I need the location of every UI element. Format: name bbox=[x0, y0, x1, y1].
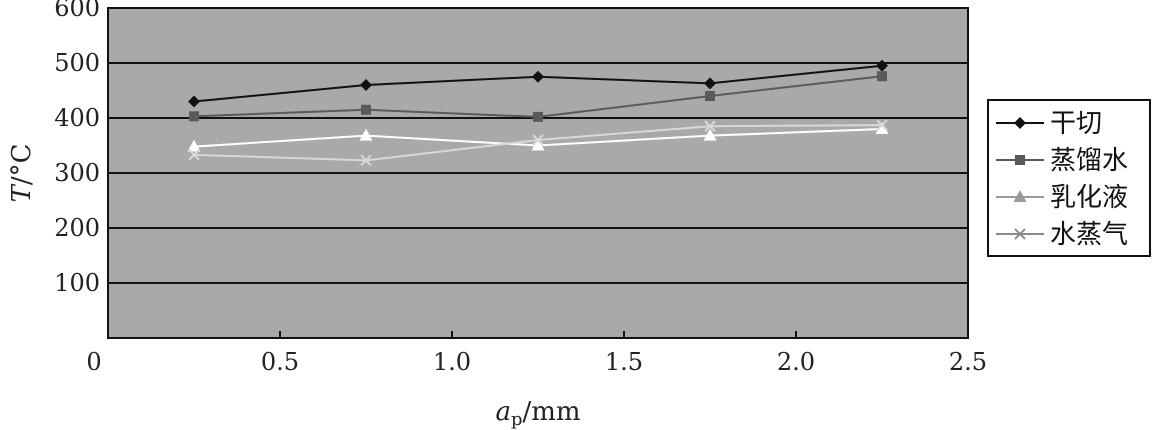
y-tick-label: 400 bbox=[54, 104, 100, 132]
legend-item: 蒸馏水 bbox=[996, 146, 1128, 176]
legend-swatch-marker bbox=[1014, 117, 1026, 129]
data-point bbox=[361, 104, 371, 115]
x-tick-label: 0.5 bbox=[261, 348, 299, 376]
data-point bbox=[876, 119, 888, 131]
data-point bbox=[533, 111, 543, 122]
x-tick-label: 1.0 bbox=[433, 348, 471, 376]
legend-item: 干切 bbox=[996, 109, 1102, 139]
x-tick-label: 2.0 bbox=[777, 348, 815, 376]
data-point bbox=[704, 77, 716, 90]
legend-swatch-marker bbox=[1013, 190, 1027, 202]
data-point bbox=[360, 154, 372, 167]
data-point bbox=[705, 91, 715, 101]
y-tick-label: 200 bbox=[54, 214, 100, 242]
y-tick-label: 100 bbox=[54, 269, 100, 297]
legend-label: 蒸馏水 bbox=[1050, 146, 1128, 176]
y-tick-label: 500 bbox=[54, 49, 100, 77]
series-group bbox=[187, 59, 889, 167]
data-point bbox=[189, 111, 199, 122]
y-axis-ticks: 100 200 300 400 500 600 bbox=[54, 0, 100, 297]
x-axis-label: ap/mm bbox=[495, 397, 580, 430]
data-point bbox=[703, 128, 717, 141]
legend-label: 干切 bbox=[1050, 109, 1102, 139]
y-tick-label: 300 bbox=[54, 159, 100, 187]
legend-label: 乳化液 bbox=[1050, 183, 1128, 213]
x-tick-label: 1.5 bbox=[605, 348, 643, 376]
legend-swatch-marker bbox=[1015, 155, 1025, 165]
data-point bbox=[876, 59, 888, 72]
gridlines bbox=[108, 62, 968, 284]
data-point bbox=[532, 70, 544, 83]
y-tick-label: 600 bbox=[54, 0, 100, 22]
data-point bbox=[359, 128, 373, 141]
x-tick-label: 0 bbox=[86, 348, 101, 376]
data-point bbox=[704, 120, 716, 132]
data-point bbox=[532, 134, 544, 146]
data-point bbox=[188, 95, 200, 108]
x-tick-label: 2.5 bbox=[949, 348, 987, 376]
data-point bbox=[531, 138, 545, 151]
legend-item: 水蒸气 bbox=[996, 220, 1128, 250]
series-4 bbox=[188, 119, 888, 167]
y-axis-label: T/°C bbox=[7, 144, 37, 203]
data-point bbox=[875, 122, 889, 134]
legend-label: 水蒸气 bbox=[1050, 220, 1128, 250]
series-3 bbox=[187, 122, 889, 152]
legend-item: 乳化液 bbox=[996, 183, 1128, 213]
series-2 bbox=[189, 71, 887, 122]
legend-swatch-marker bbox=[1014, 228, 1026, 240]
series-1 bbox=[188, 59, 888, 108]
data-point bbox=[877, 71, 887, 82]
data-point bbox=[360, 79, 372, 91]
data-point bbox=[187, 139, 201, 152]
data-point bbox=[188, 149, 200, 161]
x-axis-ticks: 0 0.5 1.0 1.5 2.0 2.5 bbox=[86, 331, 987, 376]
